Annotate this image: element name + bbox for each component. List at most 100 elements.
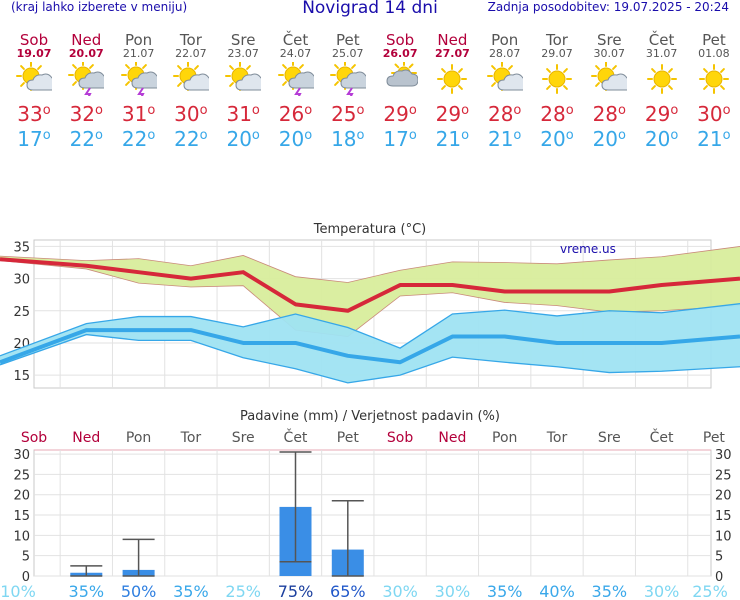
sun-icon bbox=[437, 64, 468, 94]
day-column: Tor 29.07 28o 20o bbox=[531, 32, 583, 152]
day-date: 20.07 bbox=[68, 47, 104, 60]
temp-max: 30o bbox=[174, 102, 208, 126]
temp-min: 21o bbox=[435, 127, 470, 151]
sun-cloud-icon bbox=[591, 62, 628, 91]
day-date: 30.07 bbox=[593, 47, 626, 60]
x-tick-label: Sre bbox=[598, 430, 621, 446]
day-column: Sre 23.07 31o 20o bbox=[217, 32, 269, 152]
y-tick-label-left: 25 bbox=[13, 468, 30, 483]
weather-icon-wrap bbox=[322, 62, 374, 96]
x-tick-label: Tor bbox=[180, 430, 202, 446]
x-tick-label: Tor bbox=[546, 430, 568, 446]
day-name: Ned bbox=[437, 31, 468, 49]
day-date: 01.08 bbox=[698, 47, 730, 60]
weather-icon-wrap bbox=[374, 62, 426, 96]
temp-max: 28o bbox=[487, 102, 522, 126]
day-column: Ned 20.07 32o 22o bbox=[60, 32, 112, 152]
y-tick-label-left: 10 bbox=[13, 529, 30, 544]
temp-min: 17o bbox=[383, 127, 417, 151]
last-update-text: Zadnja posodobitev: 19.07.2025 - 20:24 bbox=[487, 0, 729, 14]
min-band-upper bbox=[0, 303, 740, 357]
x-tick-label: Čet bbox=[284, 428, 308, 446]
day-date: 25.07 bbox=[332, 47, 364, 60]
day-name: Sob bbox=[385, 31, 415, 49]
weather-icon-wrap bbox=[60, 62, 112, 96]
day-column: Sob 19.07 33o 17o bbox=[8, 32, 60, 152]
temp-max: 25o bbox=[331, 102, 365, 126]
y-tick-label-left: 15 bbox=[13, 509, 30, 524]
storm-sun-icon bbox=[329, 62, 366, 96]
day-name: Pon bbox=[124, 31, 153, 49]
x-tick-label: Sre bbox=[232, 430, 255, 446]
y-tick-label-left: 5 bbox=[22, 550, 30, 565]
precip-probability: 30% bbox=[644, 582, 680, 600]
x-tick-label: Sob bbox=[387, 430, 413, 446]
day-date: 29.07 bbox=[541, 47, 573, 60]
y-tick-label-right: 5 bbox=[715, 550, 723, 565]
storm-sun-icon bbox=[120, 62, 157, 96]
precip-probability: 35% bbox=[173, 582, 209, 600]
weather-icon-wrap bbox=[217, 62, 269, 96]
precip-probability: 25% bbox=[692, 582, 728, 600]
x-tick-label: Pet bbox=[337, 430, 360, 446]
temp-max: 29o bbox=[435, 102, 470, 126]
temp-max: 29o bbox=[644, 102, 679, 126]
header: (kraj lahko izberete v meniju) Novigrad … bbox=[0, 0, 740, 20]
day-name: Tor bbox=[179, 31, 202, 49]
precipitation-chart: Padavine (mm) / Verjetnost padavin (%) So… bbox=[0, 409, 732, 600]
day-column: Tor 22.07 30o 22o bbox=[165, 32, 217, 152]
weather-icon-wrap bbox=[583, 62, 635, 96]
storm-sun-icon bbox=[68, 62, 105, 96]
day-date: 31.07 bbox=[645, 47, 678, 60]
y-tick-label: 35 bbox=[13, 240, 30, 255]
max-line bbox=[0, 257, 740, 313]
x-tick-label: Pon bbox=[126, 430, 151, 446]
temp-min: 18o bbox=[331, 127, 365, 151]
x-tick-label: Sob bbox=[21, 430, 47, 446]
sun-icon bbox=[646, 64, 677, 94]
temp-min: 21o bbox=[487, 127, 522, 151]
day-date: 23.07 bbox=[227, 47, 259, 60]
day-name: Čet bbox=[282, 31, 309, 49]
location-hint-link[interactable]: (kraj lahko izberete v meniju) bbox=[11, 0, 188, 14]
x-tick-label: Pon bbox=[492, 430, 517, 446]
y-tick-label-right: 30 bbox=[715, 448, 732, 463]
weather-icon-wrap bbox=[165, 62, 217, 96]
day-name: Pet bbox=[702, 31, 726, 49]
day-column: Čet 31.07 29o 20o bbox=[636, 32, 688, 152]
day-column: Sob 26.07 29o 17o bbox=[374, 32, 426, 152]
precip-probability: 40% bbox=[539, 582, 575, 600]
temp-min: 22o bbox=[174, 127, 208, 151]
temp-max: 30o bbox=[697, 102, 731, 126]
sun-cloud-icon bbox=[225, 62, 262, 91]
y-tick-label: 30 bbox=[13, 273, 30, 288]
temp-min: 22o bbox=[69, 127, 103, 151]
day-column: Pet 01.08 30o 21o bbox=[688, 32, 740, 152]
x-tick-label: Ned bbox=[438, 430, 466, 446]
day-name: Tor bbox=[546, 31, 568, 49]
temp-max: 31o bbox=[226, 102, 260, 126]
day-date: 26.07 bbox=[382, 47, 418, 60]
weather-icon-wrap bbox=[426, 62, 478, 96]
day-date: 27.07 bbox=[434, 47, 470, 60]
y-tick-label: 25 bbox=[13, 305, 30, 320]
temp-min: 22o bbox=[121, 127, 156, 151]
x-tick-label: Čet bbox=[650, 428, 674, 446]
y-tick-label: 15 bbox=[13, 369, 30, 384]
y-tick-label-right: 20 bbox=[715, 489, 732, 504]
y-tick-label-right: 10 bbox=[715, 529, 732, 544]
y-tick-label-right: 25 bbox=[715, 468, 732, 483]
day-name: Sre bbox=[597, 31, 622, 49]
sun-icon bbox=[698, 64, 729, 94]
cloudy-icon bbox=[386, 62, 419, 87]
precip-probability: 65% bbox=[330, 582, 366, 600]
x-tick-label: Ned bbox=[72, 430, 100, 446]
day-date: 22.07 bbox=[175, 47, 207, 60]
day-name: Ned bbox=[71, 31, 102, 49]
min-band bbox=[0, 303, 740, 383]
y-tick-label-left: 20 bbox=[13, 489, 30, 504]
chart-title: Padavine (mm) / Verjetnost padavin (%) bbox=[240, 409, 500, 424]
temp-min: 20o bbox=[644, 127, 679, 151]
day-column: Pon 28.07 28o 21o bbox=[479, 32, 531, 152]
min-band-lower bbox=[0, 333, 740, 384]
